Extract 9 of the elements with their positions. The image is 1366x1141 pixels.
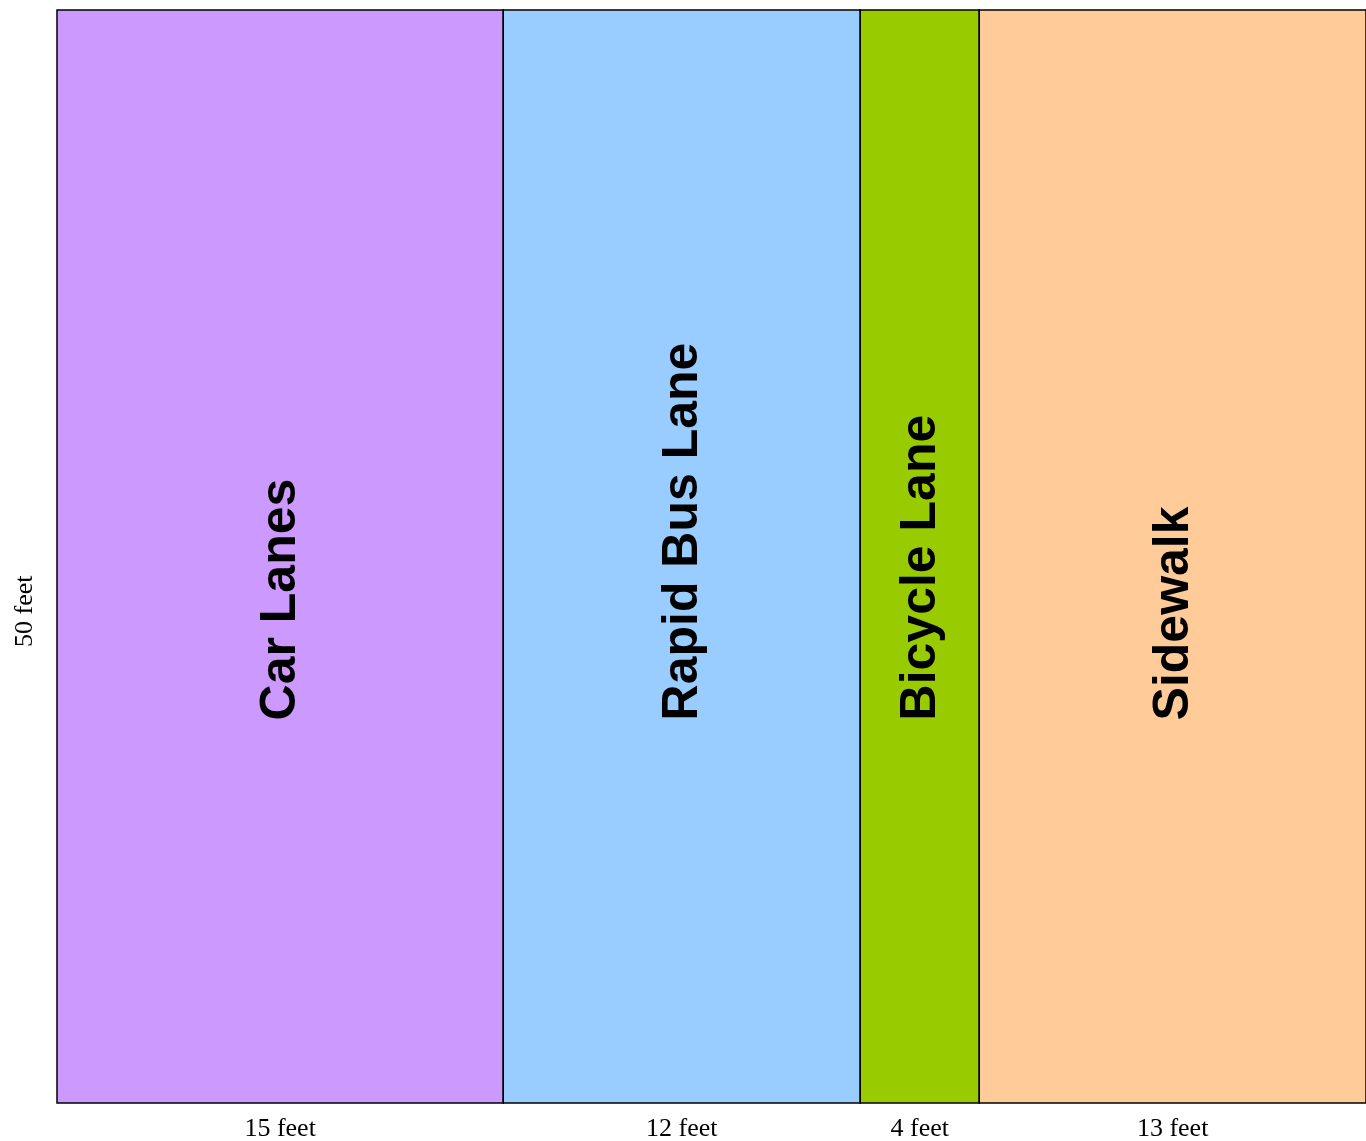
category-label: Bicycle Lane [889,414,946,721]
category-label: Car Lanes [250,478,307,721]
category-label: Sidewalk [1142,506,1199,721]
data-label: 4 feet [890,1113,950,1141]
category-label: Rapid Bus Lane [651,342,708,721]
data-label: 12 feet [646,1113,719,1141]
data-label: 15 feet [244,1113,317,1141]
data-label: 13 feet [1136,1113,1210,1141]
text: 50 feet [9,574,38,647]
